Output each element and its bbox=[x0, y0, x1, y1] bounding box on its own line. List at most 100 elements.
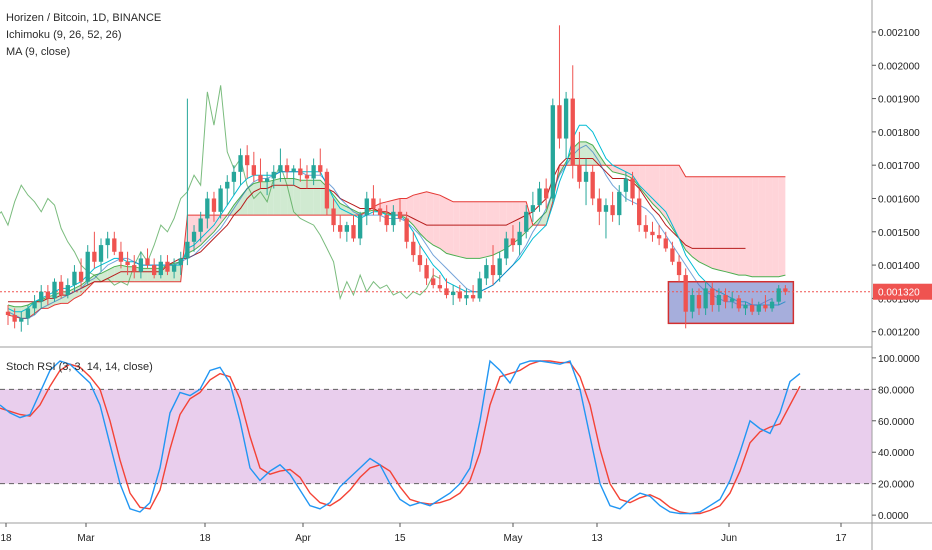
time-tick-label: 18 bbox=[0, 533, 12, 544]
candle bbox=[98, 238, 104, 272]
candle bbox=[736, 295, 742, 312]
candle bbox=[344, 221, 350, 242]
candle-body bbox=[417, 255, 423, 266]
candle bbox=[524, 205, 529, 239]
candle-body bbox=[145, 258, 150, 266]
time-tick-label: 15 bbox=[394, 533, 406, 544]
last-price-badge bbox=[873, 283, 932, 300]
candle-body bbox=[623, 178, 629, 192]
candle-body bbox=[311, 165, 316, 179]
cloud-segment bbox=[752, 176, 759, 277]
candle-body bbox=[763, 305, 768, 309]
time-tick-label: Apr bbox=[295, 533, 311, 544]
cloud-segment bbox=[652, 165, 660, 211]
cloud-segment bbox=[466, 201, 474, 259]
candle bbox=[5, 305, 11, 326]
candle-body bbox=[749, 305, 755, 312]
candle bbox=[331, 198, 336, 232]
ichimoku-legend[interactable]: Ichimoku (9, 26, 52, 26) bbox=[6, 29, 122, 41]
candle bbox=[25, 305, 31, 326]
candle-body bbox=[19, 318, 24, 322]
candle-body bbox=[676, 261, 682, 276]
cloud-segment bbox=[87, 275, 95, 289]
candle-body bbox=[178, 258, 183, 266]
ma-legend[interactable]: MA (9, close) bbox=[6, 46, 70, 58]
candle bbox=[12, 308, 17, 329]
candle-body bbox=[205, 198, 210, 219]
candle bbox=[85, 245, 90, 286]
candle bbox=[391, 205, 396, 232]
candle bbox=[39, 285, 44, 309]
candle bbox=[324, 168, 330, 216]
cloud-segment bbox=[765, 176, 773, 277]
candle bbox=[703, 281, 708, 316]
candle-body bbox=[318, 165, 323, 172]
time-tick-label: Jun bbox=[721, 533, 737, 544]
candle bbox=[171, 258, 177, 279]
candle bbox=[351, 215, 356, 242]
cloud-segment bbox=[413, 193, 420, 234]
candle-body bbox=[364, 198, 369, 216]
price-tick-label: 0.002000 bbox=[878, 61, 920, 72]
price-tick-label: 0.001400 bbox=[878, 261, 920, 272]
candle bbox=[763, 295, 768, 312]
candle bbox=[431, 268, 436, 289]
candle-body bbox=[490, 265, 496, 276]
candle bbox=[311, 158, 316, 186]
candle bbox=[683, 268, 688, 329]
price-tick-label: 0.001900 bbox=[878, 95, 920, 106]
candle bbox=[504, 231, 509, 266]
candle-body bbox=[577, 165, 582, 182]
candle bbox=[656, 225, 662, 246]
stoch-rsi-legend[interactable]: Stoch RSI (3, 3, 14, 14, close) bbox=[6, 361, 153, 373]
candle-body bbox=[710, 288, 715, 306]
candle-body bbox=[218, 188, 223, 212]
candle bbox=[251, 151, 256, 182]
candle-body bbox=[716, 295, 722, 306]
candle-body bbox=[756, 305, 761, 312]
candle bbox=[610, 191, 615, 222]
candle-body bbox=[736, 298, 742, 309]
cloud-segment bbox=[546, 191, 553, 226]
candle bbox=[225, 175, 230, 206]
candle bbox=[298, 158, 303, 182]
candle bbox=[783, 285, 788, 296]
cloud-segment bbox=[313, 180, 321, 216]
osc-tick-label: 80.0000 bbox=[878, 385, 915, 396]
candle bbox=[723, 288, 728, 309]
cloud-segment bbox=[672, 165, 680, 239]
candle-body bbox=[783, 288, 788, 292]
cloud-segment bbox=[306, 180, 314, 216]
cloud-segment bbox=[419, 191, 427, 241]
candle bbox=[78, 258, 84, 289]
candle-body bbox=[550, 105, 555, 199]
cloud-segment bbox=[758, 176, 766, 277]
candle bbox=[404, 211, 409, 249]
candle-body bbox=[191, 231, 197, 242]
cloud-segment bbox=[705, 176, 713, 269]
candle-body bbox=[85, 251, 90, 282]
candle-body bbox=[158, 261, 163, 276]
candle-body bbox=[524, 211, 529, 232]
candle-body bbox=[610, 205, 615, 216]
candle-body bbox=[557, 105, 562, 139]
candle-body bbox=[743, 305, 748, 309]
candle-body bbox=[424, 265, 429, 279]
candle-body bbox=[5, 311, 11, 316]
candle-body bbox=[32, 301, 37, 309]
candle bbox=[470, 285, 476, 302]
candle bbox=[617, 185, 622, 226]
cloud-segment bbox=[625, 165, 633, 179]
candle-body bbox=[656, 235, 662, 239]
candle-body bbox=[65, 285, 70, 296]
candle-body bbox=[464, 295, 469, 299]
candle-body bbox=[344, 225, 350, 232]
candle bbox=[563, 91, 569, 159]
candle-body bbox=[517, 231, 522, 246]
cloud-segment bbox=[426, 191, 434, 246]
candle bbox=[776, 285, 781, 306]
candle bbox=[178, 251, 183, 276]
candle bbox=[756, 301, 761, 316]
candle-body bbox=[92, 251, 97, 262]
